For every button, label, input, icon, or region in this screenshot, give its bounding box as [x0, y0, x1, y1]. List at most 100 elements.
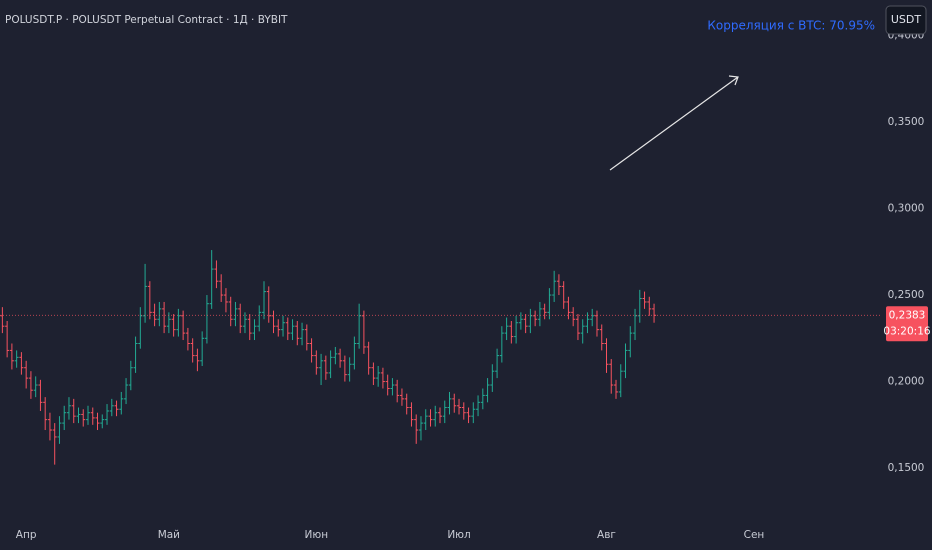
- ohlc-bar: [314, 350, 319, 375]
- ohlc-bar: [523, 314, 528, 334]
- ohlc-bar: [71, 398, 76, 424]
- ohlc-bar: [528, 308, 533, 334]
- ohlc-bar: [466, 407, 471, 424]
- ohlc-bar: [542, 303, 547, 320]
- ohlc-bar: [633, 308, 638, 341]
- x-tick-label: Май: [158, 529, 180, 541]
- ohlc-bar: [442, 400, 447, 424]
- ohlc-bar: [490, 364, 495, 392]
- ohlc-bar: [0, 307, 5, 334]
- ohlc-bar: [114, 400, 119, 417]
- currency-button[interactable]: [885, 5, 927, 35]
- ohlc-bar: [166, 312, 171, 334]
- ohlc-bar: [247, 314, 252, 341]
- ohlc-bar: [124, 378, 129, 405]
- ohlc-bar: [399, 388, 404, 406]
- ohlc-bar: [281, 315, 286, 337]
- x-tick-label: Авг: [597, 529, 616, 541]
- ohlc-bar: [223, 288, 228, 313]
- x-tick-label: Июл: [447, 529, 470, 541]
- ohlc-bar: [438, 407, 442, 424]
- ohlc-bar: [252, 319, 257, 341]
- ohlc-bar: [5, 320, 10, 358]
- ohlc-bar: [418, 416, 423, 441]
- ohlc-bar: [19, 352, 24, 375]
- ohlc-bar: [185, 327, 190, 351]
- ohlc-bar: [495, 348, 500, 379]
- ohlc-bar: [404, 393, 409, 415]
- ohlc-bar: [452, 393, 457, 413]
- x-tick-label: Июн: [305, 529, 329, 541]
- ohlc-bar: [457, 398, 462, 415]
- ohlc-bar: [319, 353, 324, 386]
- ohlc-bar: [566, 296, 571, 320]
- ohlc-bar: [266, 286, 271, 323]
- ohlc-bar: [594, 310, 599, 337]
- ohlc-bar: [62, 405, 67, 431]
- ohlc-bar: [338, 348, 343, 368]
- ohlc-bar: [300, 322, 305, 346]
- ohlc-bar: [200, 331, 205, 366]
- ohlc-bar: [518, 312, 523, 330]
- ohlc-bar: [395, 379, 400, 403]
- ohlc-bar: [414, 414, 419, 444]
- ohlc-bar: [561, 281, 566, 309]
- ohlc-bar: [575, 314, 580, 341]
- ohlc-bar: [323, 355, 328, 380]
- ohlc-bar: [604, 338, 609, 373]
- ohlc-bar: [580, 319, 585, 344]
- ohlc-bar: [204, 295, 209, 344]
- ohlc-bar: [86, 405, 90, 425]
- ohlc-bar: [66, 397, 71, 420]
- ohlc-bar: [90, 407, 95, 425]
- ohlc-bar: [295, 320, 300, 346]
- ohlc-bar: [285, 317, 290, 341]
- ohlc-bar: [57, 416, 62, 444]
- ohlc-bar: [257, 305, 262, 332]
- ohlc-bar: [81, 409, 86, 427]
- ohlc-bar: [333, 346, 338, 365]
- ohlc-bar: [100, 414, 105, 429]
- ohlc-bar: [361, 310, 366, 354]
- ohlc-bar: [390, 378, 395, 396]
- ohlc-bar: [105, 404, 110, 425]
- ohlc-bar: [347, 357, 352, 382]
- ohlc-bar: [533, 310, 538, 327]
- ohlc-bar: [9, 343, 14, 370]
- ohlc-bar: [133, 336, 138, 373]
- y-tick-label: 0,2500: [888, 289, 925, 301]
- ohlc-bar: [590, 308, 595, 327]
- ohlc-bar: [309, 338, 314, 363]
- ohlc-bar: [214, 260, 219, 289]
- ohlc-bar: [409, 402, 414, 427]
- ohlc-bar: [637, 289, 642, 323]
- ohlc-bar: [219, 274, 224, 302]
- ohlc-bar: [119, 391, 124, 415]
- ohlc-bar: [509, 320, 514, 344]
- ohlc-bar: [385, 374, 390, 396]
- ohlc-bar: [24, 360, 29, 389]
- ohlc-bar: [33, 376, 38, 398]
- countdown-label: 03:20:16: [883, 325, 930, 337]
- ohlc-bar: [623, 343, 628, 379]
- ohlc-bar: [428, 409, 433, 427]
- ohlc-bar: [209, 250, 214, 309]
- currency-label[interactable]: USDT: [891, 13, 922, 26]
- ohlc-bar: [342, 355, 347, 382]
- ohlc-bar: [609, 359, 614, 394]
- y-tick-label: 0,3500: [888, 116, 925, 128]
- ohlc-bar: [157, 301, 162, 327]
- ohlc-bar: [109, 398, 114, 417]
- x-tick-label: Сен: [744, 529, 765, 541]
- ohlc-bar: [366, 341, 371, 375]
- ohlc-bar: [585, 312, 590, 334]
- ohlc-bar: [357, 303, 362, 349]
- y-tick-label: 0,1500: [888, 462, 925, 474]
- annotation: Корреляция с BTC: 70.95%: [707, 19, 875, 33]
- ohlc-bar: [152, 303, 157, 327]
- ohlc-bar: [304, 324, 309, 351]
- ohlc-bar: [14, 350, 19, 368]
- trend-arrow-head: [728, 75, 739, 86]
